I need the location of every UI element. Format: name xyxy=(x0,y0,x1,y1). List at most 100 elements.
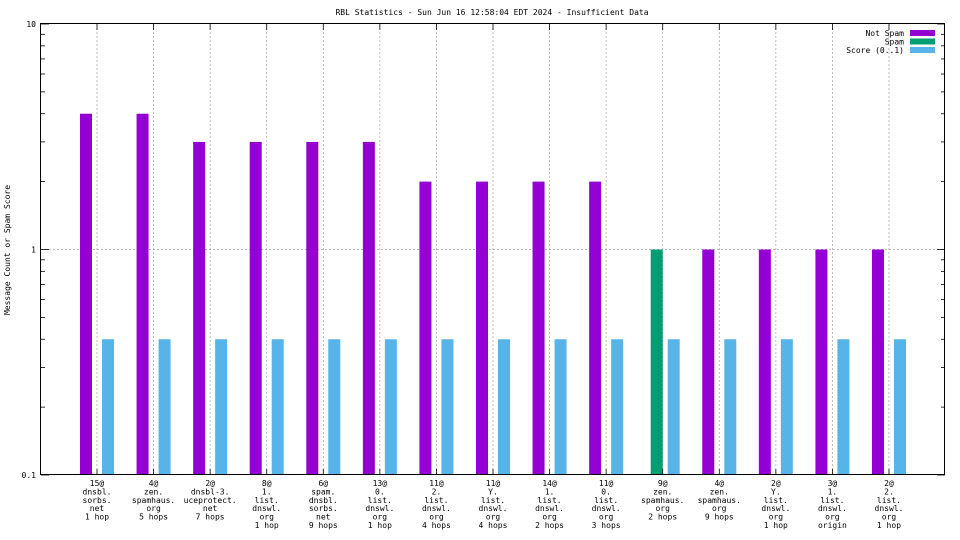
x-tick-label: 1. xyxy=(828,487,838,496)
x-tick-label: dnswl. xyxy=(365,504,394,513)
x-tick-label: 5 hops xyxy=(139,513,168,522)
bar-score-0-1 xyxy=(724,339,737,475)
x-tick-label: 1 hop xyxy=(368,521,392,530)
x-tick-label: list. xyxy=(255,496,279,505)
x-tick-label: 2. xyxy=(432,487,442,496)
x-tick-label: dnswl. xyxy=(535,504,564,513)
x-tick-label: dnsbl. xyxy=(83,487,112,496)
x-tick-label: Y. xyxy=(771,487,781,496)
x-tick-label: dnswl. xyxy=(875,504,904,513)
x-tick-label: list. xyxy=(368,496,392,505)
x-tick-label: 2@ xyxy=(884,479,894,488)
x-tick-label: 9 hops xyxy=(309,521,338,530)
bar-score-0-1 xyxy=(837,339,850,475)
x-tick-label: org xyxy=(373,513,388,522)
x-tick-label: zen. xyxy=(144,487,163,496)
x-tick-label: dnswl. xyxy=(818,504,847,513)
x-tick-label: org xyxy=(825,513,840,522)
bar-score-0-1 xyxy=(554,339,567,475)
x-tick-label: dnsbl-3. xyxy=(191,487,230,496)
x-tick-label: 1 hop xyxy=(877,521,901,530)
bar-score-0-1 xyxy=(271,339,284,475)
x-tick-label: 4 hops xyxy=(422,521,451,530)
x-tick-label: org xyxy=(655,504,670,513)
x-tick-label: org xyxy=(542,513,557,522)
x-tick-label: org xyxy=(429,513,444,522)
y-tick-label: 1 xyxy=(31,246,36,255)
bar-not-spam xyxy=(758,249,771,475)
bar-not-spam xyxy=(80,113,92,475)
x-tick-label: org xyxy=(769,513,784,522)
bar-score-0-1 xyxy=(215,339,228,475)
bar-score-0-1 xyxy=(611,339,624,475)
x-tick-label: list. xyxy=(424,496,448,505)
bar-not-spam xyxy=(702,249,715,475)
x-tick-label: 2 hops xyxy=(535,521,564,530)
bar-not-spam xyxy=(306,141,319,475)
bar-not-spam xyxy=(871,249,884,475)
x-tick-label: dnswl. xyxy=(252,504,281,513)
legend-label: Score (0..1) xyxy=(846,46,904,55)
x-tick-label: list. xyxy=(481,496,505,505)
x-tick-label: spamhaus. xyxy=(641,496,684,505)
x-tick-label: spamhaus. xyxy=(698,496,741,505)
x-tick-label: 4@ xyxy=(714,479,724,488)
x-tick-label: org xyxy=(259,513,274,522)
bar-not-spam xyxy=(419,181,432,475)
x-tick-label: dnswl. xyxy=(592,504,621,513)
x-tick-label: list. xyxy=(877,496,901,505)
bar-score-0-1 xyxy=(328,339,341,475)
x-tick-label: 13@ xyxy=(373,479,388,488)
x-tick-label: 1. xyxy=(545,487,555,496)
bar-not-spam xyxy=(136,113,149,475)
x-tick-label: 11@ xyxy=(429,479,444,488)
x-tick-label: sorbs. xyxy=(309,504,338,513)
bar-not-spam xyxy=(815,249,828,475)
bar-score-0-1 xyxy=(102,339,114,475)
x-tick-label: net xyxy=(203,504,218,513)
x-tick-label: sorbs. xyxy=(83,496,112,505)
x-tick-label: origin xyxy=(818,521,847,530)
x-tick-label: 9 hops xyxy=(705,513,734,522)
x-tick-label: 1. xyxy=(262,487,272,496)
x-tick-label: 3 hops xyxy=(592,521,621,530)
bar-not-spam xyxy=(362,141,375,475)
legend-swatch xyxy=(910,30,935,36)
x-tick-label: 2@ xyxy=(205,479,215,488)
x-tick-label: 4@ xyxy=(149,479,159,488)
bar-not-spam xyxy=(532,181,545,475)
x-tick-label: dnswl. xyxy=(422,504,451,513)
x-tick-label: 0. xyxy=(601,487,611,496)
x-tick-label: spam. xyxy=(311,487,335,496)
x-tick-label: 1 hop xyxy=(764,521,788,530)
x-tick-label: 2@ xyxy=(771,479,781,488)
x-tick-label: 3@ xyxy=(828,479,838,488)
x-tick-label: Y. xyxy=(488,487,498,496)
x-tick-label: list. xyxy=(538,496,562,505)
bar-score-0-1 xyxy=(158,339,171,475)
x-tick-label: 11@ xyxy=(486,479,501,488)
y-tick-label: 0.1 xyxy=(22,471,37,480)
bar-not-spam xyxy=(249,141,262,475)
bar-not-spam xyxy=(193,141,206,475)
x-tick-label: 7 hops xyxy=(196,513,225,522)
x-tick-label: 14@ xyxy=(542,479,557,488)
plot-frame xyxy=(40,23,945,475)
x-tick-label: 0. xyxy=(375,487,385,496)
legend-label: Not Spam xyxy=(865,29,904,38)
x-tick-label: dnswl. xyxy=(479,504,508,513)
x-tick-label: dnswl. xyxy=(761,504,790,513)
x-tick-label: 15@ xyxy=(90,479,105,488)
bar-score-0-1 xyxy=(441,339,454,475)
x-tick-label: org xyxy=(146,504,161,513)
x-tick-label: 9@ xyxy=(658,479,668,488)
x-tick-label: list. xyxy=(764,496,788,505)
chart-title: RBL Statistics - Sun Jun 16 12:58:04 EDT… xyxy=(335,8,648,17)
x-tick-label: list. xyxy=(594,496,618,505)
legend-label: Spam xyxy=(885,38,904,47)
legend-swatch xyxy=(910,38,935,45)
x-tick-label: 11@ xyxy=(599,479,614,488)
bar-score-0-1 xyxy=(497,339,510,475)
